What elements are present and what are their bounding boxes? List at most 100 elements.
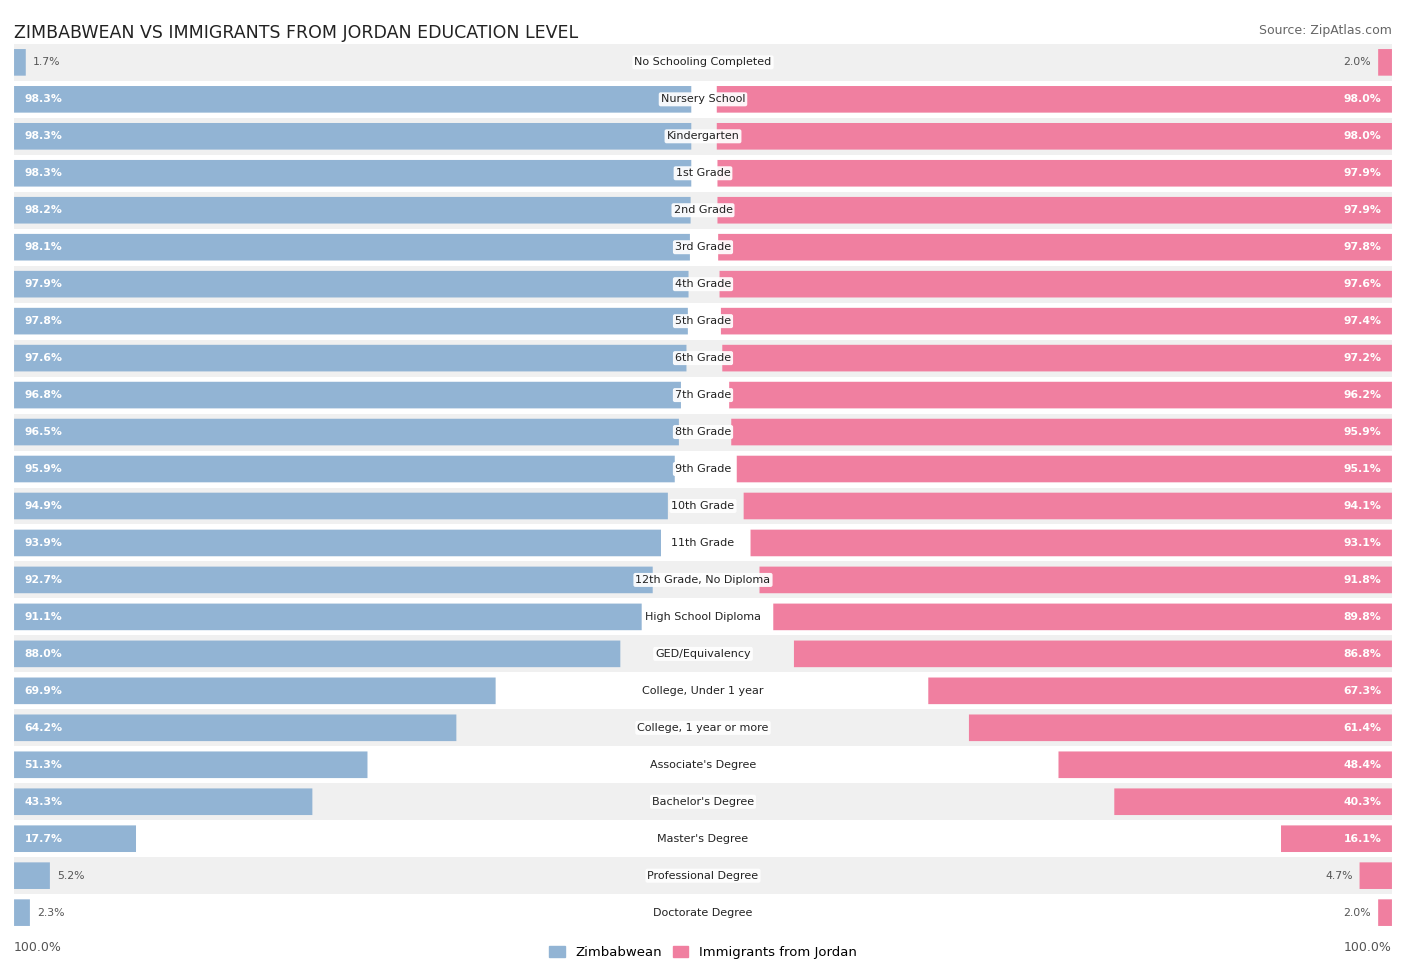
Text: 92.7%: 92.7% [24,575,62,585]
Bar [14,155,1392,192]
FancyBboxPatch shape [14,418,679,446]
FancyBboxPatch shape [14,604,641,630]
FancyBboxPatch shape [731,418,1392,446]
Bar [14,192,1392,229]
Text: 98.0%: 98.0% [1344,95,1382,104]
FancyBboxPatch shape [14,826,136,852]
FancyBboxPatch shape [14,160,692,186]
FancyBboxPatch shape [14,86,692,113]
Bar [14,339,1392,376]
FancyBboxPatch shape [1281,826,1392,852]
Bar [14,746,1392,783]
FancyBboxPatch shape [14,123,692,149]
FancyBboxPatch shape [14,345,686,371]
Text: 98.3%: 98.3% [24,95,62,104]
Text: Source: ZipAtlas.com: Source: ZipAtlas.com [1258,24,1392,37]
FancyBboxPatch shape [1378,899,1392,926]
FancyBboxPatch shape [718,234,1392,260]
Text: 91.8%: 91.8% [1344,575,1382,585]
Text: 2.0%: 2.0% [1344,58,1371,67]
FancyBboxPatch shape [717,160,1392,186]
Text: College, Under 1 year: College, Under 1 year [643,685,763,696]
Text: 91.1%: 91.1% [24,612,62,622]
FancyBboxPatch shape [717,197,1392,223]
Text: 3rd Grade: 3rd Grade [675,242,731,253]
Text: 94.9%: 94.9% [24,501,62,511]
FancyBboxPatch shape [14,492,668,520]
Bar [14,488,1392,525]
Text: 43.3%: 43.3% [24,797,62,806]
Text: ZIMBABWEAN VS IMMIGRANTS FROM JORDAN EDUCATION LEVEL: ZIMBABWEAN VS IMMIGRANTS FROM JORDAN EDU… [14,24,578,42]
FancyBboxPatch shape [1059,752,1392,778]
FancyBboxPatch shape [751,529,1392,557]
Bar [14,599,1392,636]
Bar [14,783,1392,820]
Text: Associate's Degree: Associate's Degree [650,760,756,770]
Text: 97.2%: 97.2% [1344,353,1382,363]
FancyBboxPatch shape [730,382,1392,409]
FancyBboxPatch shape [14,899,30,926]
FancyBboxPatch shape [14,789,312,815]
Text: 97.6%: 97.6% [24,353,62,363]
Text: 93.1%: 93.1% [1344,538,1382,548]
Bar [14,894,1392,931]
Bar [14,636,1392,673]
Bar [14,820,1392,857]
FancyBboxPatch shape [794,641,1392,667]
FancyBboxPatch shape [744,492,1392,520]
Text: 94.1%: 94.1% [1344,501,1382,511]
FancyBboxPatch shape [720,271,1392,297]
Text: 98.1%: 98.1% [24,242,62,253]
FancyBboxPatch shape [14,308,688,334]
FancyBboxPatch shape [14,641,620,667]
Text: Bachelor's Degree: Bachelor's Degree [652,797,754,806]
Bar [14,376,1392,413]
Bar [14,44,1392,81]
FancyBboxPatch shape [14,566,652,593]
FancyBboxPatch shape [14,529,661,557]
Text: 4.7%: 4.7% [1326,871,1353,880]
FancyBboxPatch shape [723,345,1392,371]
Text: 95.9%: 95.9% [24,464,62,474]
Text: 5.2%: 5.2% [56,871,84,880]
Bar [14,450,1392,488]
Text: 4th Grade: 4th Grade [675,279,731,290]
Text: 98.0%: 98.0% [1344,132,1382,141]
FancyBboxPatch shape [14,455,675,483]
Bar [14,81,1392,118]
Text: 89.8%: 89.8% [1344,612,1382,622]
FancyBboxPatch shape [14,678,496,704]
FancyBboxPatch shape [14,752,367,778]
Text: Nursery School: Nursery School [661,95,745,104]
Text: 97.9%: 97.9% [24,279,62,290]
Text: 2.0%: 2.0% [1344,908,1371,917]
FancyBboxPatch shape [1378,49,1392,76]
FancyBboxPatch shape [14,234,690,260]
Text: College, 1 year or more: College, 1 year or more [637,722,769,733]
FancyBboxPatch shape [928,678,1392,704]
Text: 5th Grade: 5th Grade [675,316,731,327]
Text: 17.7%: 17.7% [24,834,62,843]
Text: 98.2%: 98.2% [24,205,62,215]
FancyBboxPatch shape [14,197,690,223]
Text: 1.7%: 1.7% [32,58,60,67]
Text: 100.0%: 100.0% [1344,941,1392,954]
FancyBboxPatch shape [717,86,1392,113]
Bar [14,525,1392,562]
Text: 11th Grade: 11th Grade [672,538,734,548]
Text: 10th Grade: 10th Grade [672,501,734,511]
Text: 40.3%: 40.3% [1344,797,1382,806]
Text: 97.4%: 97.4% [1344,316,1382,327]
Text: 96.8%: 96.8% [24,390,62,400]
Text: Doctorate Degree: Doctorate Degree [654,908,752,917]
Text: 48.4%: 48.4% [1344,760,1382,770]
Text: 67.3%: 67.3% [1344,685,1382,696]
FancyBboxPatch shape [737,455,1392,483]
Bar [14,302,1392,339]
Text: 86.8%: 86.8% [1344,648,1382,659]
Bar [14,710,1392,746]
Text: 6th Grade: 6th Grade [675,353,731,363]
Text: 2.3%: 2.3% [37,908,65,917]
Bar [14,118,1392,155]
FancyBboxPatch shape [759,566,1392,593]
